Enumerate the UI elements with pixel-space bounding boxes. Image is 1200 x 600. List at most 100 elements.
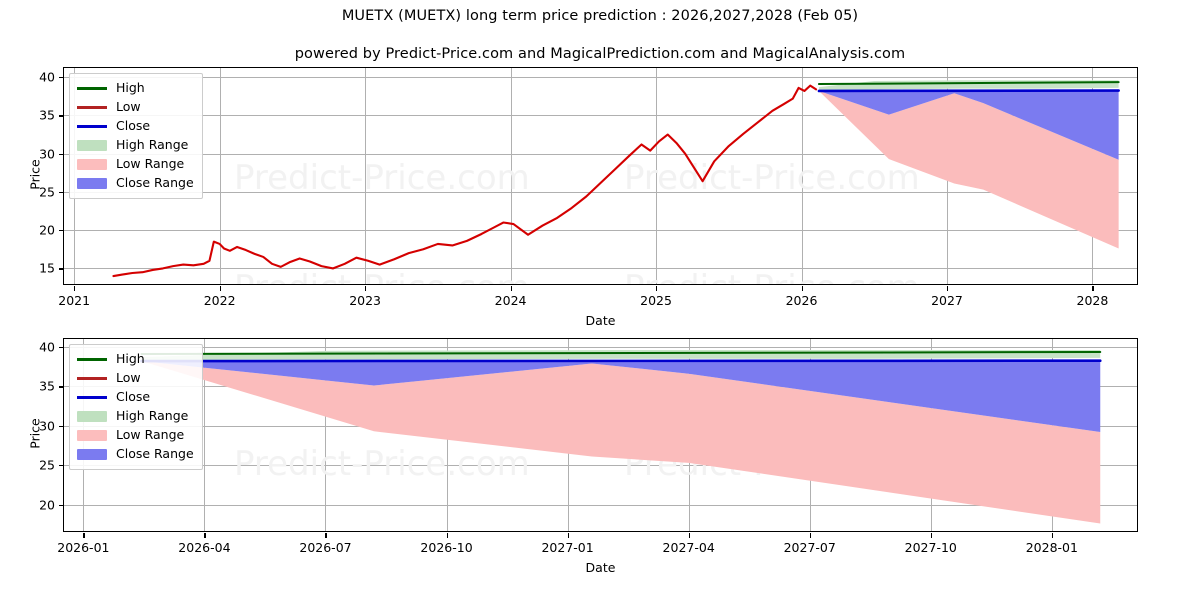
y-tick-label: 35	[39, 107, 55, 123]
x-axis-label-bottom: Date	[585, 560, 616, 575]
legend-item[interactable]: High	[77, 79, 194, 98]
x-tick-label: 2021	[58, 293, 91, 308]
gridline-horizontal	[64, 346, 1137, 348]
legend-item[interactable]: Close	[77, 117, 194, 136]
x-tick-label: 2027-01	[541, 540, 594, 555]
y-tick-label: 40	[39, 339, 55, 355]
gridline-horizontal	[64, 268, 1137, 270]
legend-swatch-close-range-icon	[77, 449, 107, 460]
legend-label: Close Range	[116, 446, 194, 462]
y-tick-label: 20	[39, 497, 55, 513]
gridline-vertical	[510, 68, 512, 284]
y-tick-mark	[59, 425, 64, 427]
x-tick-label: 2026-04	[178, 540, 231, 555]
gridline-vertical	[219, 68, 221, 284]
x-tick-mark	[219, 286, 221, 291]
y-tick-mark	[59, 386, 64, 388]
legend-swatch-close-icon	[77, 125, 107, 128]
legend-item[interactable]: Low Range	[77, 155, 194, 174]
legend-swatch-high-range-icon	[77, 140, 107, 151]
gridline-vertical	[204, 339, 206, 531]
gridline-vertical	[365, 68, 367, 284]
legend-label: Low	[116, 99, 141, 115]
gridline-horizontal	[64, 230, 1137, 232]
legend-item[interactable]: Close Range	[77, 445, 194, 464]
data-layer	[140, 350, 1102, 524]
y-tick-label: 30	[39, 146, 55, 162]
x-tick-mark	[809, 533, 811, 538]
x-tick-mark	[656, 286, 658, 291]
x-tick-label: 2026-10	[420, 540, 473, 555]
y-tick-label: 40	[39, 69, 55, 85]
legend-item[interactable]: High	[77, 350, 194, 369]
y-tick-mark	[59, 346, 64, 349]
y-tick-label: 15	[39, 260, 55, 276]
legend-item[interactable]: Low	[77, 98, 194, 117]
x-tick-mark	[83, 533, 85, 538]
y-tick-label: 25	[39, 457, 55, 473]
y-axis-label-bottom: Price	[27, 418, 43, 449]
y-axis-label-top: Price	[27, 159, 43, 190]
x-tick-mark	[325, 533, 327, 538]
legend-label: Close Range	[116, 175, 194, 191]
y-tick-mark	[59, 77, 64, 79]
x-tick-label: 2028-01	[1025, 540, 1078, 555]
legend-item[interactable]: Close Range	[77, 174, 194, 193]
x-tick-label: 2027-07	[783, 540, 836, 555]
legend-item[interactable]: Low Range	[77, 426, 194, 445]
y-tick-label: 20	[39, 222, 55, 238]
x-tick-mark	[446, 533, 448, 538]
series-line-low	[112, 84, 818, 278]
data-layer	[112, 80, 1120, 278]
y-tick-mark	[59, 504, 64, 506]
gridline-vertical	[656, 68, 658, 284]
y-tick-mark	[59, 115, 64, 117]
x-tick-mark	[510, 286, 512, 291]
gridline-horizontal	[64, 504, 1137, 506]
x-tick-label: 2028	[1076, 293, 1109, 308]
page-title: MUETX (MUETX) long term price prediction…	[341, 8, 859, 24]
x-tick-mark	[365, 286, 367, 291]
gridline-vertical	[801, 68, 803, 284]
legend-label: Close	[116, 389, 151, 405]
legend-item[interactable]: High Range	[77, 407, 194, 426]
legend-item[interactable]: High Range	[77, 136, 194, 155]
x-tick-mark	[946, 286, 949, 291]
legend-label: Close	[116, 118, 151, 134]
legend-swatch-close-icon	[77, 396, 107, 399]
gridline-horizontal	[64, 77, 1137, 79]
x-tick-mark	[1051, 533, 1054, 538]
legend-swatch-low-icon	[77, 106, 107, 109]
legend-swatch-low-icon	[77, 377, 107, 380]
legend-item[interactable]: Close	[77, 388, 194, 407]
x-tick-label: 2027	[931, 293, 963, 308]
series-line-high	[817, 81, 1120, 86]
x-tick-mark	[801, 286, 803, 291]
y-tick-mark	[59, 268, 64, 270]
gridline-horizontal	[64, 191, 1137, 193]
band-close-range	[818, 90, 1119, 160]
x-tick-label: 2027-04	[662, 540, 715, 555]
x-tick-mark	[930, 533, 932, 538]
legend-top: High Low Close High Range Low Range Close Ran…	[69, 73, 203, 199]
legend-bottom: High Low Close High Range Low Range Close Ran…	[69, 344, 203, 470]
y-tick-mark	[59, 191, 64, 194]
legend-swatch-close-range-icon	[77, 178, 107, 189]
legend-swatch-low-range-icon	[77, 159, 107, 170]
band-low-range	[141, 361, 1101, 524]
x-tick-mark	[567, 533, 569, 538]
series-line-high	[140, 351, 1102, 355]
legend-item[interactable]: Low	[77, 369, 194, 388]
legend-swatch-low-range-icon	[77, 430, 107, 441]
legend-label: Low Range	[116, 427, 185, 443]
legend-swatch-high-icon	[77, 358, 107, 361]
gridline-horizontal	[64, 465, 1137, 467]
x-tick-label: 2023	[349, 293, 382, 308]
x-tick-label: 2022	[203, 293, 236, 308]
x-tick-mark	[74, 286, 76, 291]
y-tick-label: 35	[39, 378, 55, 394]
gridline-horizontal	[64, 115, 1137, 117]
